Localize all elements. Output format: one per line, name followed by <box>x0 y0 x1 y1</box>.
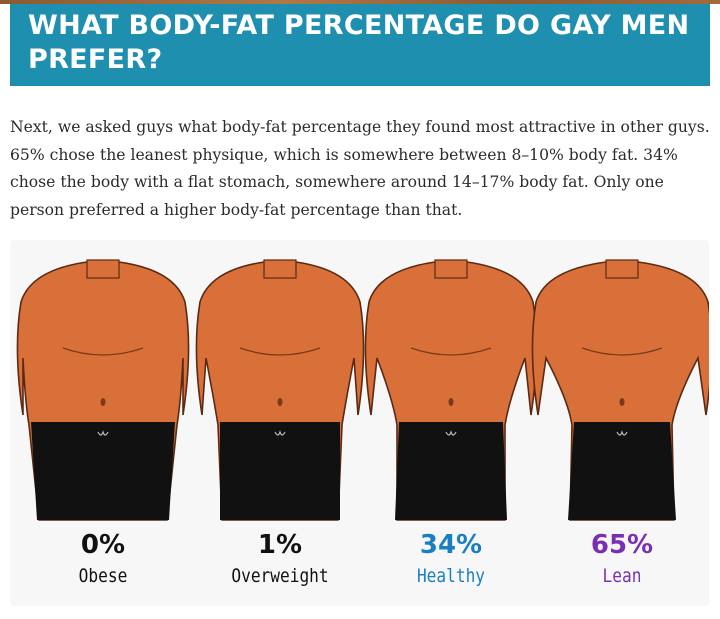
shorts <box>220 422 340 520</box>
option-percent: 34% <box>419 530 483 560</box>
navel <box>619 398 625 406</box>
option-percent: 1% <box>257 530 303 560</box>
drawstring <box>97 430 109 436</box>
option-healthy: 34% Healthy <box>366 240 536 606</box>
top-decorative-bar <box>0 0 720 4</box>
shorts <box>568 422 676 520</box>
body-fat-illustration: 0% Obese 1% Overweight 34% Healthy 65% L… <box>10 240 709 606</box>
neck <box>86 259 120 279</box>
neck <box>605 259 639 279</box>
section-heading-box: What body-fat percentage do gay men pref… <box>10 4 710 86</box>
neck <box>434 259 468 279</box>
chest-line <box>239 347 321 356</box>
section-heading: What body-fat percentage do gay men pref… <box>28 10 690 75</box>
option-percent: 65% <box>590 530 654 560</box>
drawstring <box>445 430 457 436</box>
neck <box>263 259 297 279</box>
navel <box>448 398 454 406</box>
option-label: Healthy <box>416 565 486 587</box>
chest-line <box>410 347 492 356</box>
shorts <box>395 422 507 520</box>
option-lean: 65% Lean <box>537 240 707 606</box>
chest-line <box>62 347 144 356</box>
torsos-drawing <box>16 259 709 521</box>
option-label: Obese <box>78 565 128 587</box>
drawstring <box>616 430 628 436</box>
body-paragraph: Next, we asked guys what body-fat percen… <box>10 118 710 219</box>
option-label: Lean <box>602 565 642 587</box>
drawstring <box>274 430 286 436</box>
option-overweight: 1% Overweight <box>195 240 365 606</box>
option-label: Overweight <box>231 565 329 587</box>
option-obese: 0% Obese <box>18 240 188 606</box>
shorts <box>31 422 175 520</box>
navel <box>277 398 283 406</box>
chest-line <box>581 347 663 356</box>
navel <box>100 398 106 406</box>
option-percent: 0% <box>80 530 126 560</box>
